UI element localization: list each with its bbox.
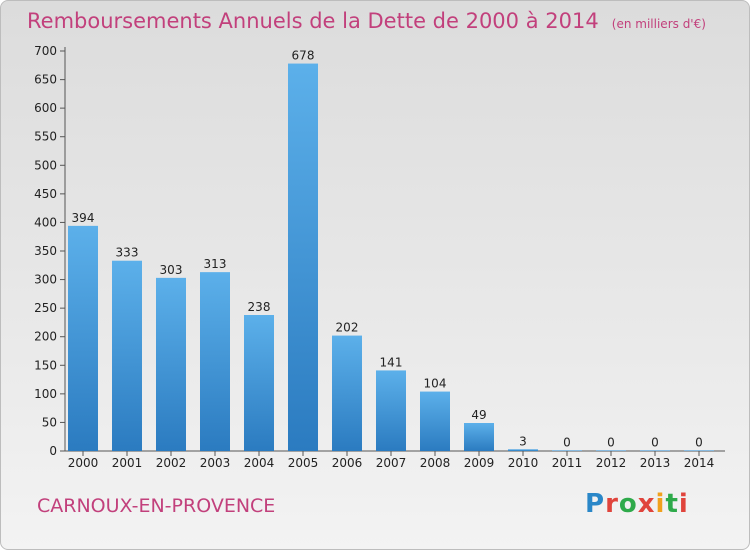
x-tick-label: 2008 bbox=[420, 456, 451, 470]
y-tick-label: 0 bbox=[49, 444, 57, 458]
data-label: 678 bbox=[292, 49, 315, 63]
y-tick-label: 50 bbox=[42, 415, 57, 429]
y-tick-label: 450 bbox=[34, 187, 57, 201]
city-name: CARNOUX-EN-PROVENCE bbox=[37, 495, 276, 517]
data-label: 313 bbox=[204, 257, 227, 271]
chart-title: Remboursements Annuels de la Dette de 20… bbox=[27, 9, 599, 33]
x-tick-label: 2012 bbox=[596, 456, 627, 470]
data-label: 303 bbox=[160, 263, 183, 277]
x-tick-label: 2010 bbox=[508, 456, 539, 470]
proxiti-logo[interactable]: Proxiti bbox=[585, 489, 689, 519]
y-tick-label: 650 bbox=[34, 73, 57, 87]
data-label: 238 bbox=[248, 300, 271, 314]
bar bbox=[288, 63, 318, 451]
bar bbox=[640, 450, 670, 451]
bar bbox=[200, 272, 230, 451]
logo-letter: r bbox=[605, 489, 619, 519]
y-tick-label: 400 bbox=[34, 215, 57, 229]
data-label: 0 bbox=[607, 435, 615, 449]
x-tick-label: 2014 bbox=[684, 456, 715, 470]
data-label: 49 bbox=[471, 408, 486, 422]
bar bbox=[508, 449, 538, 451]
y-tick-label: 600 bbox=[34, 101, 57, 115]
data-label: 104 bbox=[424, 377, 447, 391]
y-tick-label: 100 bbox=[34, 387, 57, 401]
x-tick-label: 2004 bbox=[244, 456, 275, 470]
x-tick-label: 2000 bbox=[68, 456, 99, 470]
data-label: 202 bbox=[336, 321, 359, 335]
x-axis: 2000 2001 2002 2003 2004 2005 2006 2007 2008 2009… bbox=[65, 450, 725, 470]
bar bbox=[464, 423, 494, 451]
y-tick-label: 350 bbox=[34, 244, 57, 258]
data-label: 141 bbox=[380, 355, 403, 369]
bar bbox=[684, 450, 714, 451]
bar bbox=[596, 450, 626, 451]
data-label: 0 bbox=[563, 435, 571, 449]
y-tick-label: 500 bbox=[34, 158, 57, 172]
bar bbox=[244, 315, 274, 451]
data-label: 0 bbox=[651, 435, 659, 449]
data-label: 3 bbox=[519, 434, 527, 448]
x-tick-label: 2001 bbox=[112, 456, 143, 470]
bars bbox=[68, 63, 714, 451]
bar bbox=[68, 225, 98, 451]
y-tick-label: 300 bbox=[34, 273, 57, 287]
x-tick-label: 2013 bbox=[640, 456, 671, 470]
y-tick-label: 250 bbox=[34, 301, 57, 315]
bar bbox=[376, 370, 406, 451]
x-tick-label: 2002 bbox=[156, 456, 187, 470]
chart-subtitle: (en milliers d'€) bbox=[611, 17, 706, 31]
x-tick-label: 2009 bbox=[464, 456, 495, 470]
logo-letter: i bbox=[655, 489, 666, 519]
logo-letter: P bbox=[585, 489, 606, 519]
x-tick-label: 2005 bbox=[288, 456, 319, 470]
y-axis: 0 50 100 150 200 250 300 350 400 450 500 550 600 650 7… bbox=[34, 44, 66, 458]
y-tick-label: 200 bbox=[34, 330, 57, 344]
data-label: 0 bbox=[695, 435, 703, 449]
data-labels: 394 333 303 313 238 678 202 141 104 49 3 0 0 0 0 bbox=[72, 49, 703, 450]
x-tick-label: 2003 bbox=[200, 456, 231, 470]
bar bbox=[332, 335, 362, 451]
logo-letter: i bbox=[678, 489, 689, 519]
x-tick-label: 2007 bbox=[376, 456, 407, 470]
logo-letter: x bbox=[637, 489, 656, 519]
bar bbox=[112, 260, 142, 451]
bar bbox=[552, 450, 582, 451]
data-label: 333 bbox=[116, 246, 139, 260]
y-tick-label: 550 bbox=[34, 130, 57, 144]
logo-letter: o bbox=[618, 489, 638, 519]
chart-title-row: Remboursements Annuels de la Dette de 20… bbox=[27, 9, 706, 33]
bar bbox=[156, 277, 186, 451]
y-tick-label: 150 bbox=[34, 358, 57, 372]
data-label: 394 bbox=[72, 211, 95, 225]
bar bbox=[420, 391, 450, 451]
x-tick-label: 2006 bbox=[332, 456, 363, 470]
logo-letter: t bbox=[665, 489, 679, 519]
x-tick-label: 2011 bbox=[552, 456, 583, 470]
y-tick-label: 700 bbox=[34, 44, 57, 58]
